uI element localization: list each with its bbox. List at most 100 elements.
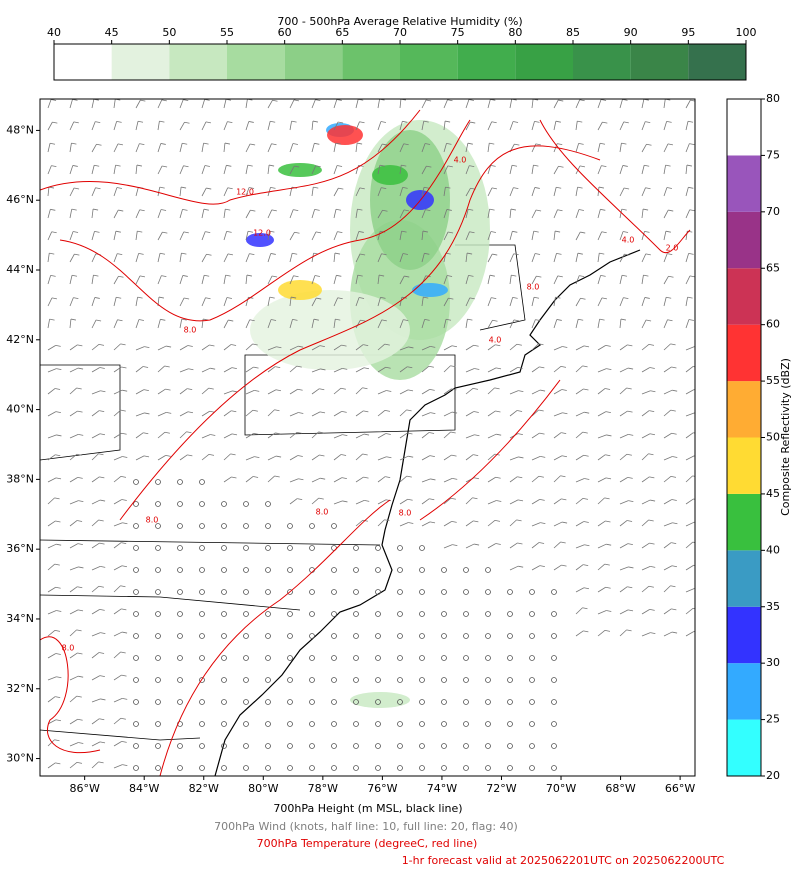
wind-barb (267, 297, 271, 307)
wind-barb (531, 187, 536, 197)
calm-wind (441, 721, 447, 727)
wind-barb (121, 740, 127, 743)
wind-barb (663, 522, 673, 527)
wind-barb (99, 675, 105, 678)
wind-barb (685, 346, 695, 351)
wind-barb (311, 297, 317, 307)
wind-barb (399, 187, 404, 197)
wind-barb (223, 253, 229, 263)
wind-barb (685, 231, 688, 241)
calm-wind (375, 545, 381, 551)
wind-barb (206, 253, 212, 256)
temperature-contour (419, 379, 561, 521)
wind-barb (511, 274, 517, 277)
wind-barb (47, 345, 56, 351)
wind-barb (157, 231, 163, 241)
calm-wind (243, 567, 249, 573)
wind-barb (99, 608, 105, 611)
wind-barb (91, 367, 100, 373)
lon-tick-label: 82°W (189, 782, 219, 795)
calm-wind (309, 765, 315, 771)
wind-barb (539, 432, 545, 435)
wind-barb (161, 99, 167, 102)
lat-tick-label: 40°N (6, 403, 34, 416)
wind-barb (663, 499, 672, 505)
wind-barb (157, 143, 162, 153)
wind-barb (531, 297, 535, 307)
calm-wind (199, 611, 205, 617)
calm-wind (133, 743, 139, 749)
wind-barb (494, 387, 500, 390)
wind-barb (623, 121, 629, 124)
calm-wind (221, 721, 227, 727)
wind-barb (648, 519, 654, 522)
calm-wind (529, 677, 535, 683)
wind-barb (56, 368, 62, 371)
wind-barb (575, 630, 584, 637)
wind-barb (685, 253, 690, 263)
wind-barb (421, 521, 431, 527)
calm-wind (507, 721, 513, 727)
calm-wind (375, 611, 381, 617)
wind-barb (118, 209, 124, 212)
wind-barb (223, 99, 227, 109)
wind-barb (429, 521, 436, 524)
wind-barb (509, 99, 513, 109)
wind-barb (606, 610, 612, 612)
wind-barb (465, 253, 468, 263)
wind-barb (245, 409, 254, 417)
wind-barb (157, 209, 162, 219)
calm-wind (199, 479, 205, 485)
calm-wind (155, 589, 161, 595)
wind-barb (253, 366, 259, 369)
calm-wind (199, 589, 205, 595)
wind-barb (553, 319, 558, 329)
wind-barb (159, 120, 165, 123)
wind-barb (443, 521, 452, 527)
tick-label: 70 (766, 205, 780, 218)
wind-barb (531, 389, 541, 395)
wind-barb (311, 253, 314, 263)
contour-label: 8.0 (146, 516, 159, 525)
colorbar-bin (630, 44, 689, 80)
calm-wind (507, 765, 513, 771)
calm-wind (375, 567, 381, 573)
wind-barb (377, 519, 385, 527)
wind-barb (561, 498, 567, 501)
wind-barb (399, 522, 409, 527)
wind-barb (51, 231, 57, 234)
wind-barb (100, 390, 106, 393)
wind-barb (160, 143, 166, 145)
wind-barb (597, 275, 602, 285)
wind-barb (118, 275, 124, 278)
wind-barb (430, 412, 436, 415)
wind-barb (663, 585, 671, 593)
wind-barb (509, 297, 514, 307)
wind-barb (297, 498, 303, 500)
wind-barb (600, 208, 606, 211)
wind-barb (252, 409, 258, 412)
calm-wind (243, 699, 249, 705)
wind-barb (358, 297, 365, 299)
calm-wind (287, 765, 293, 771)
calm-wind (199, 743, 205, 749)
wind-barb (377, 476, 386, 483)
wind-barb (421, 99, 427, 109)
wind-barb (452, 544, 458, 547)
wind-barb (575, 607, 583, 615)
wind-barb (553, 541, 561, 549)
wind-barb (223, 433, 233, 439)
wind-barb (69, 297, 74, 307)
wind-barb (649, 608, 655, 611)
wind-barb (597, 388, 606, 395)
wind-barb (468, 208, 474, 211)
wind-barb (578, 143, 584, 145)
wind-barb (386, 456, 392, 459)
wind-barb (377, 275, 380, 285)
wind-barb (465, 99, 470, 109)
wind-barb (402, 253, 409, 255)
wind-barb (597, 209, 601, 219)
wind-barb (338, 121, 344, 124)
wind-barb (293, 275, 299, 278)
wind-barb (138, 319, 145, 321)
